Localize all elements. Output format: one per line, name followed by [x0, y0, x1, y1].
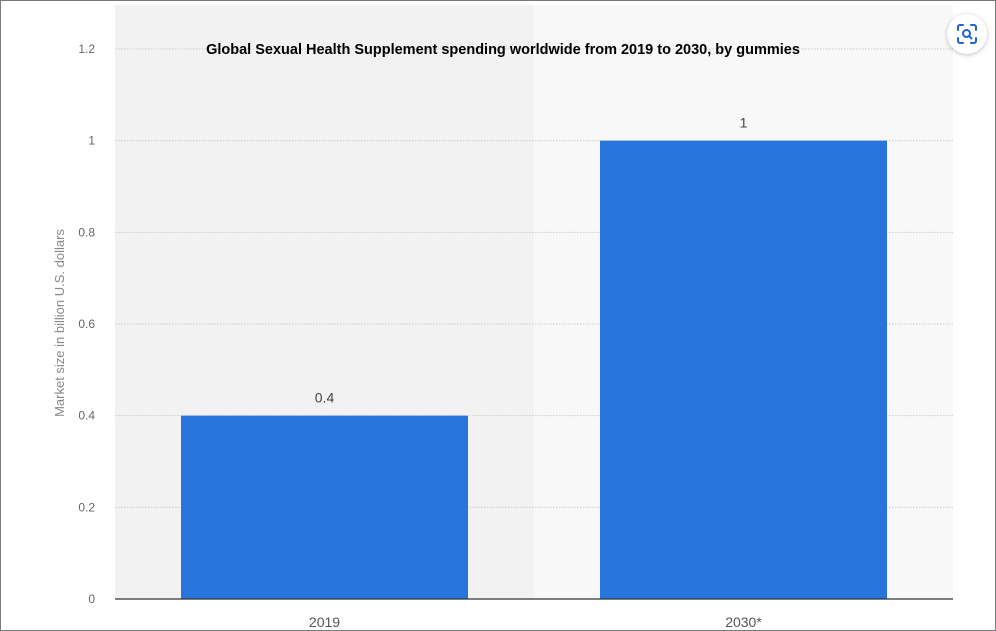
y-axis-label: Market size in billion U.S. dollars — [52, 229, 67, 417]
y-tick-label: 1.2 — [78, 42, 95, 56]
x-tick-label: 2019 — [309, 614, 340, 630]
y-tick-label: 1 — [88, 134, 95, 148]
bar — [180, 415, 469, 599]
x-tick-labels: 2019 2030* — [309, 614, 762, 630]
y-tick-label: 0.2 — [78, 500, 95, 514]
y-tick-label: 0.6 — [78, 317, 95, 331]
y-tick-label: 0.8 — [78, 225, 95, 239]
y-tick-label: 0 — [88, 592, 95, 606]
visual-search-icon — [957, 24, 977, 44]
chart-title: Global Sexual Health Supplement spending… — [206, 42, 800, 58]
bar — [599, 140, 888, 599]
bars — [180, 140, 888, 599]
x-tick-label: 2030* — [725, 614, 762, 630]
data-label: 1 — [740, 115, 748, 131]
data-labels: 0.41 — [315, 115, 748, 406]
visual-search-button[interactable] — [947, 14, 987, 54]
y-tick-label: 0.4 — [78, 409, 95, 423]
data-label: 0.4 — [315, 390, 335, 406]
y-tick-labels: 0 0.2 0.4 0.6 0.8 1 1.2 — [78, 42, 95, 606]
